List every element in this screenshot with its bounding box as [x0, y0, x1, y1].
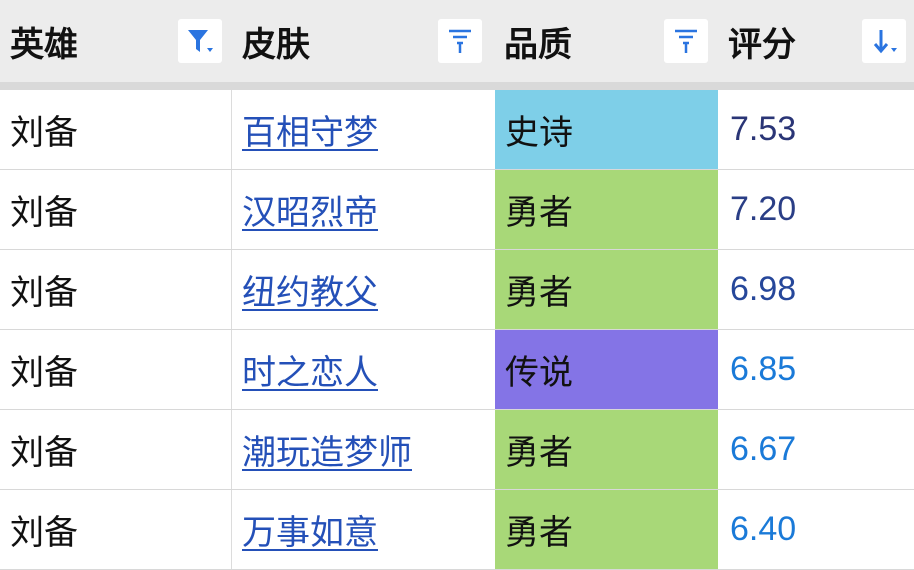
score-cell: 7.53 [730, 110, 797, 148]
score-cell: 6.85 [730, 350, 797, 388]
filter-icon [675, 29, 697, 53]
filter-button[interactable] [438, 19, 482, 63]
filter-active-icon [188, 30, 213, 52]
table-header: 英雄 皮肤 品质 评分 [0, 0, 914, 90]
score-cell: 6.98 [730, 270, 797, 308]
quality-cell: 史诗 [495, 90, 718, 169]
quality-cell: 勇者 [495, 490, 718, 569]
filter-active-button[interactable] [178, 19, 222, 63]
hero-cell: 刘备 [0, 250, 232, 329]
skin-link[interactable]: 万事如意 [242, 514, 378, 552]
skin-link[interactable]: 汉昭烈帝 [242, 194, 378, 232]
table-row: 刘备 纽约教父 勇者 6.98 [0, 250, 914, 330]
hero-cell: 刘备 [0, 170, 232, 249]
hero-cell: 刘备 [0, 90, 232, 169]
skin-cell: 汉昭烈帝 [232, 170, 494, 249]
quality-cell: 传说 [495, 330, 718, 409]
skin-link[interactable]: 时之恋人 [242, 354, 378, 392]
score-cell: 6.67 [730, 430, 797, 468]
quality-cell: 勇者 [495, 170, 718, 249]
score-cell: 6.40 [730, 510, 797, 548]
sort-descending-icon [873, 30, 897, 54]
score-cell: 7.20 [730, 190, 797, 228]
table-row: 刘备 汉昭烈帝 勇者 7.20 [0, 170, 914, 250]
header-label: 皮肤 [242, 25, 310, 64]
header-quality: 品质 [494, 0, 718, 82]
header-score: 评分 [718, 0, 914, 82]
skin-cell: 万事如意 [232, 490, 494, 569]
skin-cell: 百相守梦 [232, 90, 494, 169]
table-row: 刘备 百相守梦 史诗 7.53 [0, 90, 914, 170]
skin-cell: 时之恋人 [232, 330, 494, 409]
skin-link[interactable]: 潮玩造梦师 [242, 434, 412, 472]
header-label: 评分 [728, 25, 796, 64]
header-label: 品质 [504, 25, 572, 64]
header-label: 英雄 [10, 25, 78, 64]
table-row: 刘备 万事如意 勇者 6.40 [0, 490, 914, 570]
header-skin: 皮肤 [232, 0, 494, 82]
hero-cell: 刘备 [0, 330, 232, 409]
hero-cell: 刘备 [0, 490, 232, 569]
skin-cell: 潮玩造梦师 [232, 410, 494, 489]
skin-cell: 纽约教父 [232, 250, 494, 329]
header-hero: 英雄 [0, 0, 232, 82]
table-row: 刘备 潮玩造梦师 勇者 6.67 [0, 410, 914, 490]
quality-cell: 勇者 [495, 250, 718, 329]
hero-cell: 刘备 [0, 410, 232, 489]
filter-icon [449, 29, 471, 53]
skin-link[interactable]: 纽约教父 [242, 274, 378, 312]
table-row: 刘备 时之恋人 传说 6.85 [0, 330, 914, 410]
sort-button[interactable] [862, 19, 906, 63]
skin-link[interactable]: 百相守梦 [242, 114, 378, 152]
quality-cell: 勇者 [495, 410, 718, 489]
filter-button[interactable] [664, 19, 708, 63]
